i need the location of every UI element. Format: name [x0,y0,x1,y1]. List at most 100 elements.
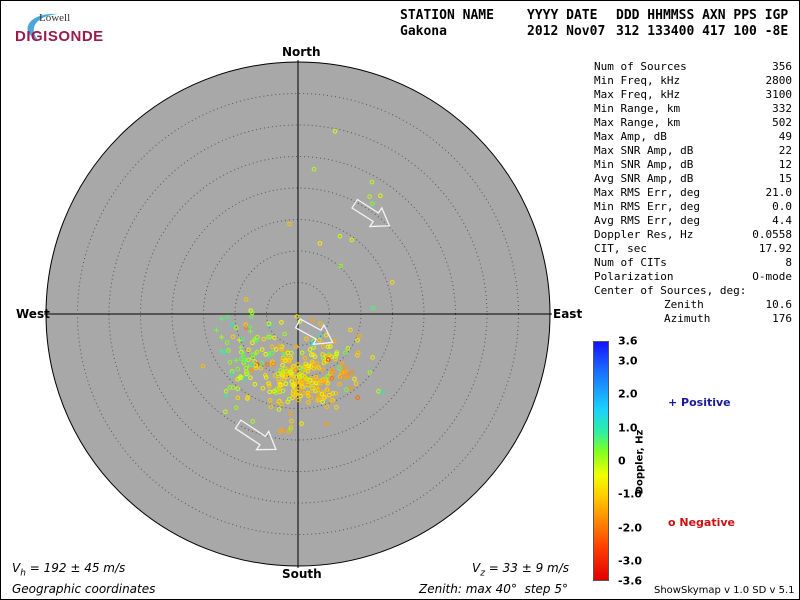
source-point-negative [344,373,350,378]
source-point-negative [266,321,272,327]
source-point-negative [315,398,320,403]
source-point-negative [283,381,289,387]
source-point-negative [263,352,269,357]
source-point-negative [224,340,230,345]
source-point-negative [315,387,321,393]
source-point-negative [243,322,249,327]
source-point-negative [345,346,351,351]
stat-label: Max RMS Err, deg [594,186,700,199]
source-point-negative [276,376,281,382]
source-point-negative [333,356,338,362]
source-point-negative [350,370,355,375]
source-point-negative [279,346,285,352]
zenith-value: 10.6 [765,298,793,311]
source-point-negative [305,382,311,388]
source-point-negative [315,386,321,391]
source-point-positive [219,334,225,340]
source-point-negative [311,364,317,369]
source-point-negative [324,354,329,359]
colorbar-tick-label: -3.0 [618,554,643,568]
source-point-negative [302,355,308,361]
source-point-negative [286,429,292,435]
source-point-negative [269,344,275,350]
stats-panel: Num of Sources 356 Min Freq, kHz 2800 Max Fr… [594,60,792,325]
source-point-negative [296,397,302,403]
logo-swoosh-icon [27,13,58,40]
source-point-negative [258,366,264,371]
source-point-negative [341,369,347,375]
source-point-negative [276,407,282,412]
source-point-negative [318,380,324,386]
source-point-negative [370,201,375,207]
source-point-negative [318,321,323,327]
source-point-negative [234,325,239,331]
source-point-negative [289,418,294,424]
south-label: South [282,567,322,581]
source-point-negative [243,376,248,381]
source-point-negative [263,375,269,380]
source-point-negative [357,333,362,339]
source-point-negative [282,331,287,337]
source-point-negative [330,370,336,376]
stat-row: Min Range, km 332 [594,102,792,116]
source-point-negative [333,391,339,396]
source-point-negative [317,337,322,343]
source-point-negative [249,367,255,373]
source-point-negative [235,386,240,392]
source-point-negative [309,359,315,365]
source-point-negative [277,384,282,390]
source-point-negative [332,129,338,134]
source-point-negative [334,350,340,355]
source-point-negative [343,350,348,356]
stat-value: 49 [778,130,792,143]
source-point-negative [276,344,282,349]
source-point-negative [376,388,381,394]
source-point-negative [255,334,260,340]
source-point-negative [311,366,317,371]
source-point-negative [367,370,373,375]
source-point-negative [250,362,255,367]
source-point-negative [325,381,331,386]
source-point-negative [380,390,385,395]
source-point-negative [339,370,345,375]
source-point-negative [230,385,236,390]
source-point-negative [320,399,326,405]
fields-label: DDD HHMMSS AXN PPS IGP [616,8,789,23]
velocity-arrow [294,318,334,346]
source-point-positive [245,370,251,376]
stat-label: Max SNR Amp, dB [594,144,694,157]
source-point-negative [324,404,330,410]
source-point-negative [276,399,282,405]
source-point-negative [279,344,285,350]
source-point-negative [246,347,251,353]
source-point-negative [235,376,240,382]
source-point-negative [292,382,297,387]
source-point-positive [228,371,234,377]
source-point-negative [299,373,305,378]
colorbar-tick-label: -3.6 [618,574,643,588]
east-label: East [553,307,583,321]
source-point-negative [280,370,286,376]
source-point-negative [339,361,345,367]
source-point-negative [338,263,343,269]
velocity-arrow [351,198,391,228]
source-point-negative [317,241,323,246]
source-point-positive [238,344,244,350]
source-point-negative [369,179,375,185]
source-point-positive [242,359,248,365]
stat-row: Polarization O-mode [594,270,792,284]
stat-row: Doppler Res, Hz 0.0558 [594,228,792,242]
source-point-negative [276,387,282,392]
colorbar-tick-label: 0 [618,454,626,468]
source-point-negative [337,382,342,387]
source-point-positive [266,351,272,357]
software-credit: ShowSkymap v 1.0 SD v 5.1 [654,585,795,596]
source-point-negative [266,381,272,386]
stat-value: 8 [785,256,792,269]
source-point-negative [324,421,330,427]
source-point-negative [268,404,274,410]
source-point-negative [250,340,255,346]
source-point-negative [299,350,305,356]
source-point-negative [294,314,300,319]
source-point-negative [292,391,297,396]
